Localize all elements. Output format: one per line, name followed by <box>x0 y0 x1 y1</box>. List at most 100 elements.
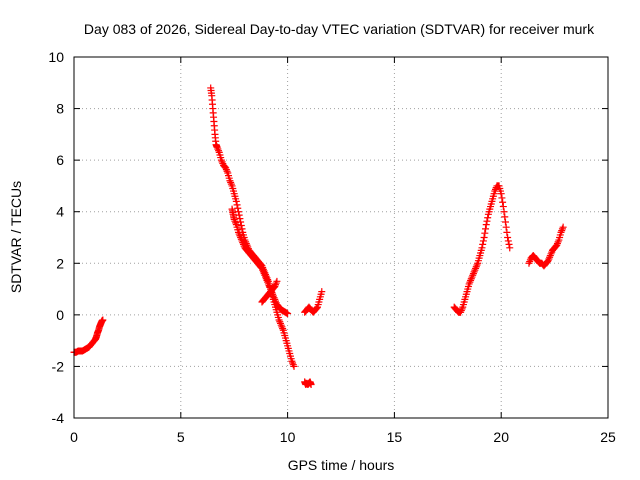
data-point <box>237 218 245 226</box>
data-point <box>483 217 491 225</box>
data-point <box>271 297 279 305</box>
data-point <box>284 310 292 318</box>
x-tick-label: 0 <box>70 429 78 445</box>
data-point <box>270 294 278 302</box>
data-point <box>498 194 506 202</box>
data-point <box>223 167 231 175</box>
data-point <box>239 240 247 248</box>
data-point <box>232 219 240 227</box>
data-point <box>227 180 235 188</box>
data-point <box>468 273 476 281</box>
data-point <box>272 279 280 287</box>
data-point <box>271 295 279 303</box>
data-point <box>269 292 277 300</box>
data-point <box>235 211 243 219</box>
data-point <box>215 147 223 155</box>
series-segment-7 <box>450 182 514 316</box>
data-point <box>544 257 552 265</box>
data-point <box>465 280 473 288</box>
chart-title: Day 083 of 2026, Sidereal Day-to-day VTE… <box>84 21 595 37</box>
data-point <box>553 241 561 249</box>
data-point <box>547 250 555 258</box>
data-point <box>227 178 235 186</box>
data-point <box>262 275 270 283</box>
data-point <box>234 208 242 216</box>
data-point <box>469 271 477 279</box>
data-point <box>226 177 234 185</box>
plot-frame <box>73 56 609 419</box>
data-point <box>503 228 511 236</box>
series-segment-3 <box>228 205 292 318</box>
y-tick-label: -4 <box>52 410 65 426</box>
data-point <box>263 276 271 284</box>
data-point <box>222 164 230 172</box>
data-point <box>318 288 326 296</box>
data-point <box>504 234 512 241</box>
data-point <box>230 215 238 223</box>
data-point <box>307 380 315 388</box>
data-point <box>500 208 508 216</box>
data-point <box>312 305 320 313</box>
series-segment-6 <box>301 288 326 316</box>
series-segment-1 <box>70 316 107 356</box>
data-point <box>290 362 298 370</box>
x-tick-label: 25 <box>600 429 616 445</box>
data-point <box>466 278 474 286</box>
y-tick-label: 2 <box>56 255 64 271</box>
data-point <box>559 223 567 231</box>
data-point <box>233 201 241 209</box>
data-point <box>222 166 230 174</box>
data-point <box>264 280 272 288</box>
data-point <box>214 145 222 153</box>
data-point <box>501 213 509 221</box>
data-point <box>271 282 279 290</box>
series-layer <box>70 84 567 388</box>
data-point <box>526 258 534 266</box>
tick-layer: 0 5 10 15 20 25 -4 -2 0 2 4 6 8 10 <box>48 49 616 445</box>
data-point <box>237 235 245 243</box>
data-point <box>472 264 480 272</box>
data-point <box>499 198 507 206</box>
data-point <box>467 275 475 283</box>
data-point <box>558 227 566 235</box>
data-point <box>238 225 246 233</box>
data-point <box>558 225 566 233</box>
data-point <box>289 359 297 367</box>
data-point <box>275 316 283 324</box>
data-point <box>276 319 284 327</box>
y-tick-label: 6 <box>56 152 64 168</box>
data-point <box>502 223 510 231</box>
y-axis-title: SDTVAR / TECUs <box>8 181 24 293</box>
data-point <box>236 232 244 240</box>
data-point <box>260 270 268 278</box>
data-point <box>278 323 286 331</box>
data-point <box>501 218 509 226</box>
data-point <box>277 321 285 329</box>
data-point <box>273 277 281 285</box>
data-point <box>313 304 321 312</box>
data-point <box>504 237 512 245</box>
series-segment-5 <box>301 378 315 388</box>
data-point <box>482 225 490 233</box>
data-point <box>471 266 479 274</box>
y-tick-label: 8 <box>56 101 64 117</box>
data-point <box>545 255 553 263</box>
data-point <box>480 234 488 241</box>
data-point <box>481 229 489 237</box>
x-tick-label: 20 <box>493 429 509 445</box>
data-point <box>276 318 284 326</box>
y-tick-label: 10 <box>48 49 64 65</box>
data-point <box>261 271 269 279</box>
data-point <box>264 278 272 286</box>
data-point <box>288 357 296 365</box>
data-point <box>546 252 554 260</box>
data-point <box>457 308 465 316</box>
data-point <box>553 240 561 248</box>
y-tick-label: 4 <box>56 204 64 220</box>
data-point <box>479 237 487 245</box>
x-tick-label: 10 <box>280 429 296 445</box>
data-point <box>213 143 221 151</box>
data-point <box>234 228 242 236</box>
grid-layer <box>74 57 608 418</box>
